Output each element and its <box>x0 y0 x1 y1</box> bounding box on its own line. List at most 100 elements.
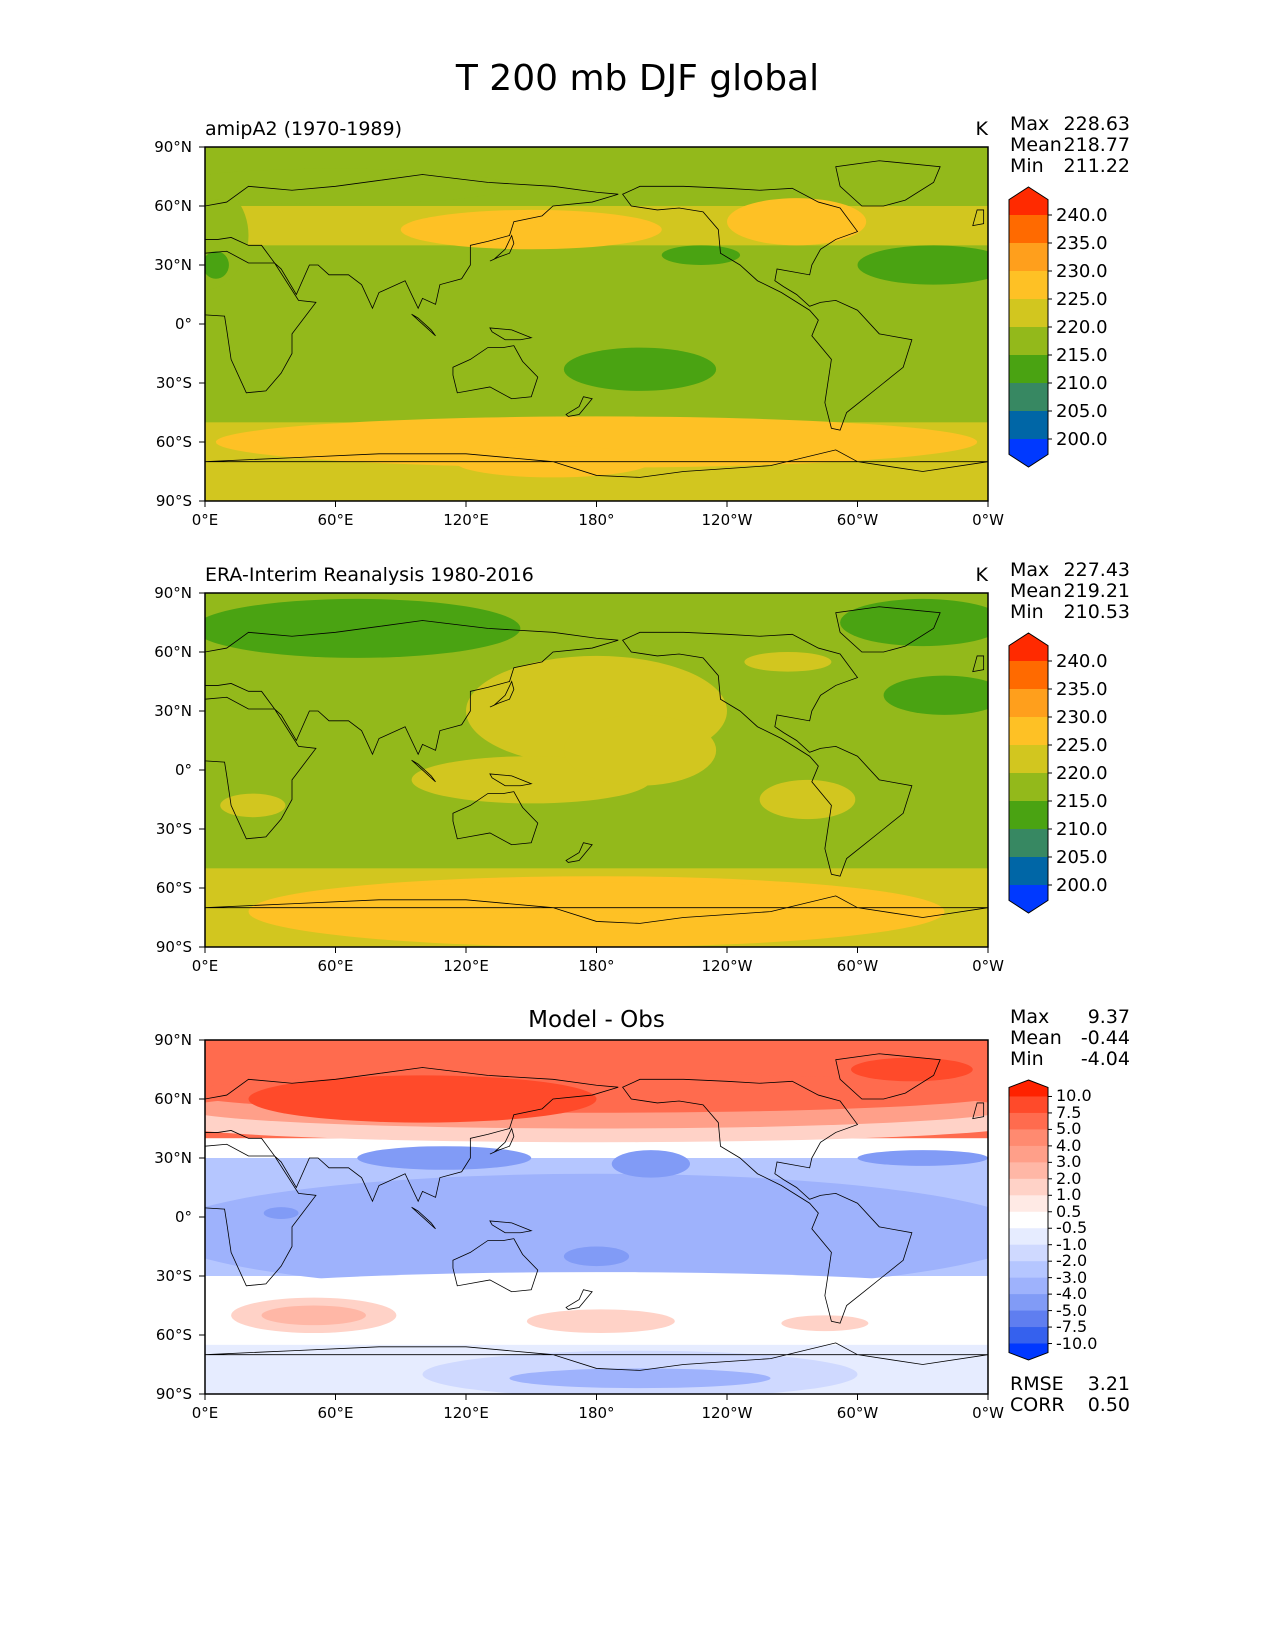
colorbar-tick-label: 3.0 <box>1056 1152 1082 1172</box>
coastline-9 <box>489 327 533 341</box>
metric-corr-value: 0.50 <box>1087 1394 1130 1416</box>
stat-max-label: Max <box>1010 113 1050 135</box>
y-tick-label: 60°S <box>155 433 192 451</box>
colorbar-swatch <box>1009 383 1048 412</box>
coastline-5 <box>972 1102 985 1120</box>
stat-mean-label: Mean <box>1010 134 1062 156</box>
field-contour-3 <box>205 168 510 205</box>
metric-rmse-label: RMSE <box>1010 1373 1064 1395</box>
x-tick-label: 0°W <box>972 511 1004 529</box>
stat-max-label: Max <box>1010 1006 1050 1028</box>
x-tick-label: 120°E <box>443 511 489 529</box>
x-tick-label: 180° <box>578 511 615 529</box>
field-contour-4 <box>400 209 662 250</box>
field-contour-1 <box>292 882 901 914</box>
coastline-3 <box>835 606 941 653</box>
y-tick-label: 30°S <box>155 374 192 392</box>
y-tick-label: 0° <box>174 761 192 779</box>
colorbar-tick-label: 230.0 <box>1056 261 1108 282</box>
y-tick-label: 60°N <box>154 197 192 215</box>
colorbar-swatch <box>1009 1195 1048 1213</box>
colorbar-tick-label: 7.5 <box>1056 1102 1082 1122</box>
colorbar-tick-label: 215.0 <box>1056 345 1108 366</box>
colorbar-swatch <box>1009 215 1048 244</box>
x-tick-label: 0°W <box>972 957 1004 975</box>
y-tick-label: 30°N <box>154 1149 192 1167</box>
coastline-2 <box>621 185 913 431</box>
panel-title: amipA2 (1970-1989) <box>205 118 403 140</box>
coastline-5 <box>972 209 985 227</box>
colorbar-tick-label: -10.0 <box>1056 1333 1098 1353</box>
colorbar-tick-label: 235.0 <box>1056 233 1108 254</box>
colorbar-tick-label: 2.0 <box>1056 1168 1082 1188</box>
field-contour-15 <box>781 1315 869 1332</box>
colorbar-swatch <box>1009 1277 1048 1295</box>
y-tick-label: 60°S <box>155 879 192 897</box>
coastline-7 <box>565 396 593 417</box>
coastline-9 <box>489 773 533 787</box>
x-tick-label: 120°E <box>443 1404 489 1422</box>
stat-min-label: Min <box>1010 1048 1044 1070</box>
field-contour-10 <box>744 652 832 672</box>
coastline-2 <box>621 631 913 877</box>
y-tick-label: 90°N <box>154 1031 192 1049</box>
field-contour-5 <box>727 198 867 246</box>
units-label: K <box>975 118 988 140</box>
x-tick-label: 0°E <box>191 511 219 529</box>
y-tick-label: 60°N <box>154 1090 192 1108</box>
colorbar-swatch <box>1009 1211 1048 1229</box>
colorbar-tick-label: 240.0 <box>1056 205 1108 226</box>
colorbar-tick-label: 210.0 <box>1056 819 1108 840</box>
stat-min-value: 210.53 <box>1063 601 1130 623</box>
coastline-6 <box>489 234 515 262</box>
stat-min-label: Min <box>1010 601 1044 623</box>
metric-rmse-value: 3.21 <box>1087 1373 1130 1395</box>
coastline-8 <box>411 313 436 337</box>
figure-title: T 200 mb DJF global <box>455 58 820 99</box>
colorbar-swatch <box>1009 1178 1048 1196</box>
coastline-7 <box>565 842 593 863</box>
colorbar-swatch <box>1009 1080 1048 1097</box>
x-tick-label: 60°E <box>317 511 354 529</box>
colorbar-outline <box>1008 1079 1049 1361</box>
stat-max-value: 9.37 <box>1087 1006 1130 1028</box>
colorbar-swatch <box>1009 327 1048 356</box>
stat-mean-value: 218.77 <box>1063 134 1130 156</box>
field-contour-17 <box>509 1368 771 1389</box>
y-tick-label: 30°S <box>155 820 192 838</box>
coastline-1 <box>452 1238 539 1293</box>
x-tick-label: 120°W <box>701 511 753 529</box>
x-tick-label: 60°W <box>836 1404 879 1422</box>
y-tick-label: 60°S <box>155 1326 192 1344</box>
coastline-3 <box>835 1053 941 1100</box>
colorbar-swatch <box>1009 661 1048 690</box>
stat-max-value: 228.63 <box>1063 113 1130 135</box>
colorbar-tick-label: 225.0 <box>1056 735 1108 756</box>
colorbar-tick-label: -2.0 <box>1056 1251 1088 1271</box>
colorbar-swatch <box>1009 1310 1048 1328</box>
colorbar-tick-label: 225.0 <box>1056 289 1108 310</box>
colorbar-swatch <box>1009 271 1048 300</box>
units-label: K <box>975 564 988 586</box>
coastline-4 <box>205 1342 988 1371</box>
coastline-1 <box>452 791 539 846</box>
colorbar-tick-label: -0.5 <box>1056 1218 1088 1238</box>
field-contour-9 <box>563 1246 630 1267</box>
x-tick-label: 60°E <box>317 957 354 975</box>
stat-mean-label: Mean <box>1010 580 1062 602</box>
colorbar-swatch <box>1009 689 1048 718</box>
colorbar-swatch <box>1009 1261 1048 1279</box>
y-tick-label: 0° <box>174 315 192 333</box>
colorbar-swatch <box>1009 773 1048 802</box>
colorbar-swatch <box>1009 355 1048 384</box>
colorbar-outline <box>1008 186 1049 468</box>
coastline-0 <box>205 1067 619 1287</box>
x-tick-label: 0°W <box>972 1404 1004 1422</box>
stat-mean-value: 219.21 <box>1063 580 1130 602</box>
colorbar-tick-label: 240.0 <box>1056 651 1108 672</box>
colorbar-swatch <box>1009 1294 1048 1312</box>
